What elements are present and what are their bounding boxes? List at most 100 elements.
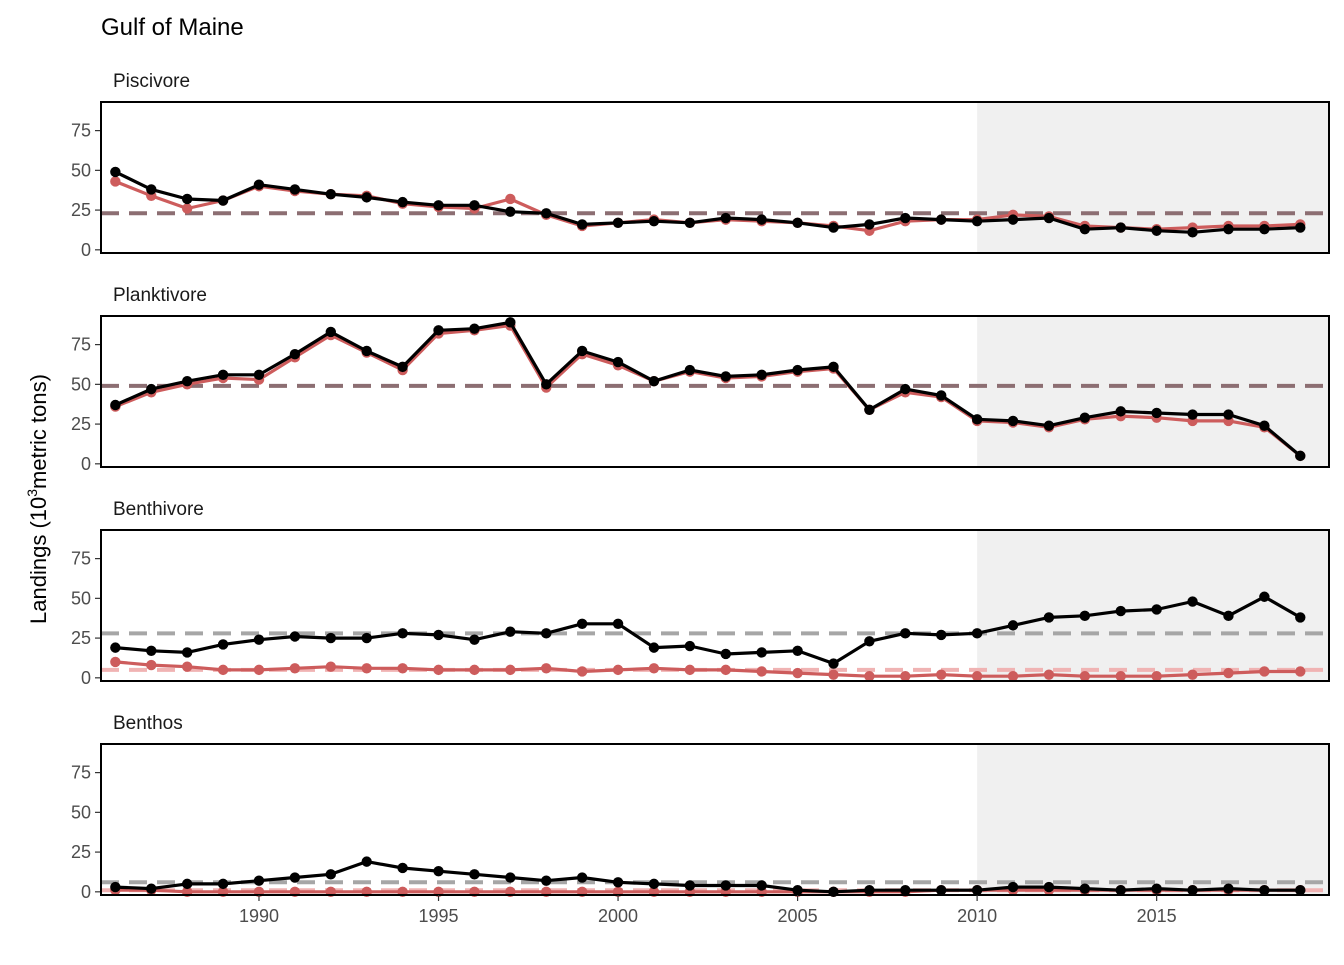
series-a-point: [648, 216, 660, 227]
series-a-point: [1295, 450, 1306, 462]
series-a-point: [1043, 420, 1055, 431]
series-a-point: [612, 877, 624, 888]
panels: Piscivore0255075Planktivore0255075Benthi…: [71, 71, 1330, 926]
series-a-point: [1223, 883, 1234, 894]
series-a-point: [397, 628, 408, 639]
panel-label: Benthivore: [113, 499, 204, 520]
series-b-point: [505, 664, 516, 676]
series-b-point: [181, 661, 193, 672]
series-a-point: [505, 626, 516, 637]
series-a-point: [1043, 212, 1055, 224]
series-b-point: [648, 663, 660, 674]
series-a-point: [1079, 610, 1091, 622]
series-a-point: [612, 217, 624, 228]
series-a-point: [1079, 412, 1091, 423]
series-a-point: [253, 634, 265, 645]
series-a-point: [146, 645, 157, 656]
panel-planktivore: Planktivore 0 25 50 75: [71, 285, 1330, 474]
series-a-point: [1115, 605, 1126, 617]
series-a-point: [971, 628, 983, 639]
series-a-point: [1223, 610, 1234, 622]
series-b-point: [541, 663, 552, 674]
series-a-point: [433, 200, 444, 211]
series-a-point: [289, 348, 301, 360]
panel-label: Planktivore: [113, 285, 207, 306]
series-a-point: [576, 345, 588, 357]
y-tick-label: 25: [71, 414, 91, 434]
series-a-point: [828, 361, 839, 373]
series-a-point: [253, 875, 265, 886]
x-tick-label: 1990: [239, 906, 279, 926]
series-b-point: [289, 663, 301, 674]
series-b-point: [756, 666, 767, 677]
series-b-point: [397, 663, 408, 674]
series-b-point: [361, 663, 372, 674]
series-a-point: [397, 361, 408, 373]
series-a-point: [541, 628, 552, 639]
y-axis-label: Landings (103metric tons): [24, 374, 51, 624]
series-b-point: [1043, 669, 1055, 680]
series-a-point: [900, 628, 911, 639]
series-a-point: [864, 636, 875, 647]
x-tick-label: 1995: [418, 906, 458, 926]
series-a-point: [217, 639, 229, 650]
x-tick-label: 2005: [778, 906, 818, 926]
series-a-point: [1259, 420, 1270, 431]
series-a-point: [936, 629, 947, 641]
x-tick-label: 2015: [1137, 906, 1177, 926]
series-a-point: [756, 647, 767, 658]
series-a-point: [217, 195, 229, 206]
series-b-point: [1223, 667, 1234, 679]
series-a-point: [1043, 881, 1055, 893]
series-a-point: [1079, 223, 1091, 235]
series-a-point: [289, 631, 301, 642]
series-a-point: [361, 192, 372, 203]
series-b-point: [576, 666, 588, 677]
series-b-point: [1295, 666, 1306, 677]
series-a-point: [648, 642, 660, 653]
series-b-point: [792, 667, 803, 679]
series-a-point: [289, 184, 301, 195]
series-b-point: [1151, 671, 1162, 682]
series-a-point: [936, 885, 947, 896]
series-b-point: [469, 664, 480, 676]
series-b-point: [612, 664, 624, 676]
series-a-point: [720, 880, 731, 891]
series-a-point: [1151, 604, 1162, 615]
series-a-point: [469, 323, 480, 334]
series-b-point: [253, 664, 265, 676]
series-b-point: [828, 669, 839, 680]
series-a-point: [971, 414, 983, 425]
series-a-point: [756, 369, 767, 381]
series-a-point: [576, 618, 588, 629]
recent-period-shading: [977, 744, 1329, 895]
series-a-point: [648, 375, 660, 387]
y-tick-label: 0: [81, 240, 91, 260]
series-b-point: [1259, 666, 1270, 677]
series-a-point: [1115, 885, 1126, 896]
series-b-point: [110, 656, 121, 668]
series-a-point: [792, 217, 803, 228]
series-b-point: [720, 664, 731, 676]
series-a-point: [181, 375, 193, 387]
series-a-point: [1043, 612, 1055, 623]
series-a-point: [433, 865, 444, 877]
series-b-point: [505, 193, 516, 205]
series-a-point: [397, 196, 408, 208]
panel-border: [100, 315, 1330, 468]
y-tick-label: 75: [71, 763, 91, 783]
series-a-point: [361, 632, 372, 644]
panel-border: [100, 529, 1330, 682]
series-b-point: [864, 671, 875, 682]
x-tick-label: 2000: [598, 906, 638, 926]
y-tick-label: 50: [71, 160, 91, 180]
series-a-point: [469, 200, 480, 211]
series-a-point: [756, 880, 767, 891]
series-b-point: [110, 176, 121, 187]
series-b-line: [115, 660, 1301, 678]
series-a-point: [1187, 885, 1198, 896]
series-b-point: [325, 661, 337, 672]
series-a-point: [828, 222, 839, 233]
